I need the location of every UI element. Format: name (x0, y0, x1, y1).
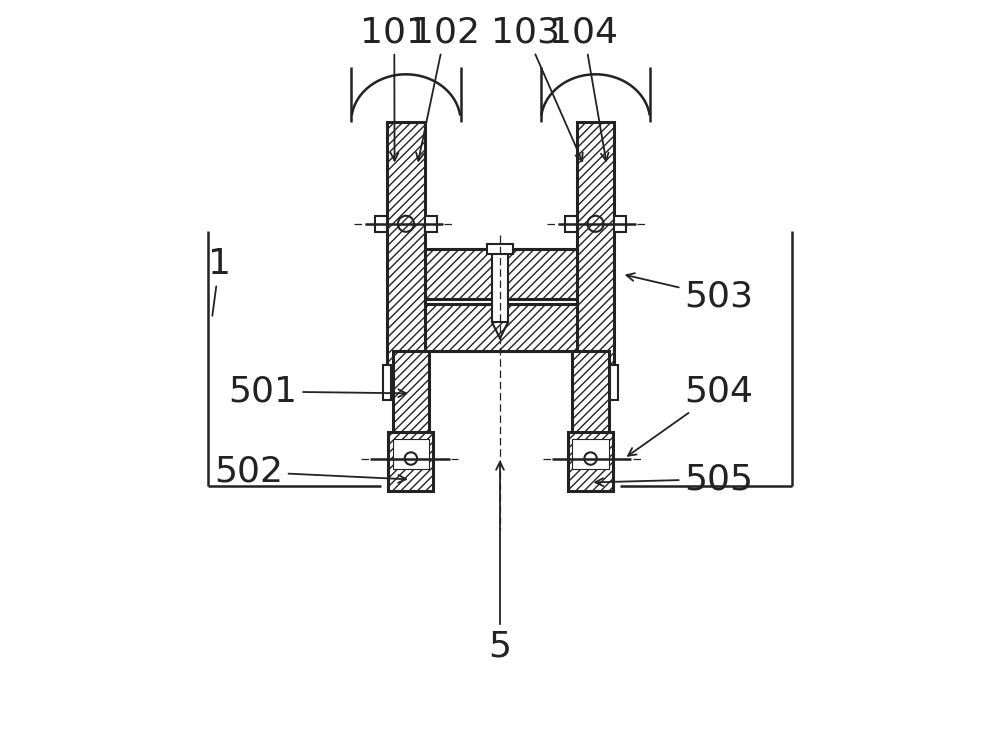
Text: 101: 101 (360, 15, 429, 160)
Bar (425, 250, 577, 299)
Bar (375, 216, 387, 232)
Text: 5: 5 (488, 462, 512, 664)
Bar (388, 432, 433, 491)
Bar (568, 432, 613, 491)
Bar (577, 122, 614, 392)
Text: 503: 503 (626, 273, 753, 314)
Bar (387, 122, 425, 392)
Text: 505: 505 (595, 462, 753, 496)
Text: 1: 1 (208, 247, 231, 315)
Bar (393, 439, 429, 468)
Text: 103: 103 (491, 15, 583, 161)
Bar (425, 304, 577, 351)
Bar (393, 351, 429, 436)
Text: 104: 104 (549, 15, 618, 161)
Bar (610, 365, 618, 400)
Text: 504: 504 (628, 375, 753, 456)
Bar (383, 365, 391, 400)
Bar (572, 439, 609, 468)
Bar (492, 253, 508, 322)
Bar (614, 216, 626, 232)
Bar (487, 244, 513, 255)
Text: 102: 102 (411, 15, 480, 161)
Bar (572, 351, 609, 436)
Text: 502: 502 (214, 455, 406, 489)
Text: 501: 501 (229, 375, 406, 408)
Bar (425, 216, 437, 232)
Bar (565, 216, 577, 232)
